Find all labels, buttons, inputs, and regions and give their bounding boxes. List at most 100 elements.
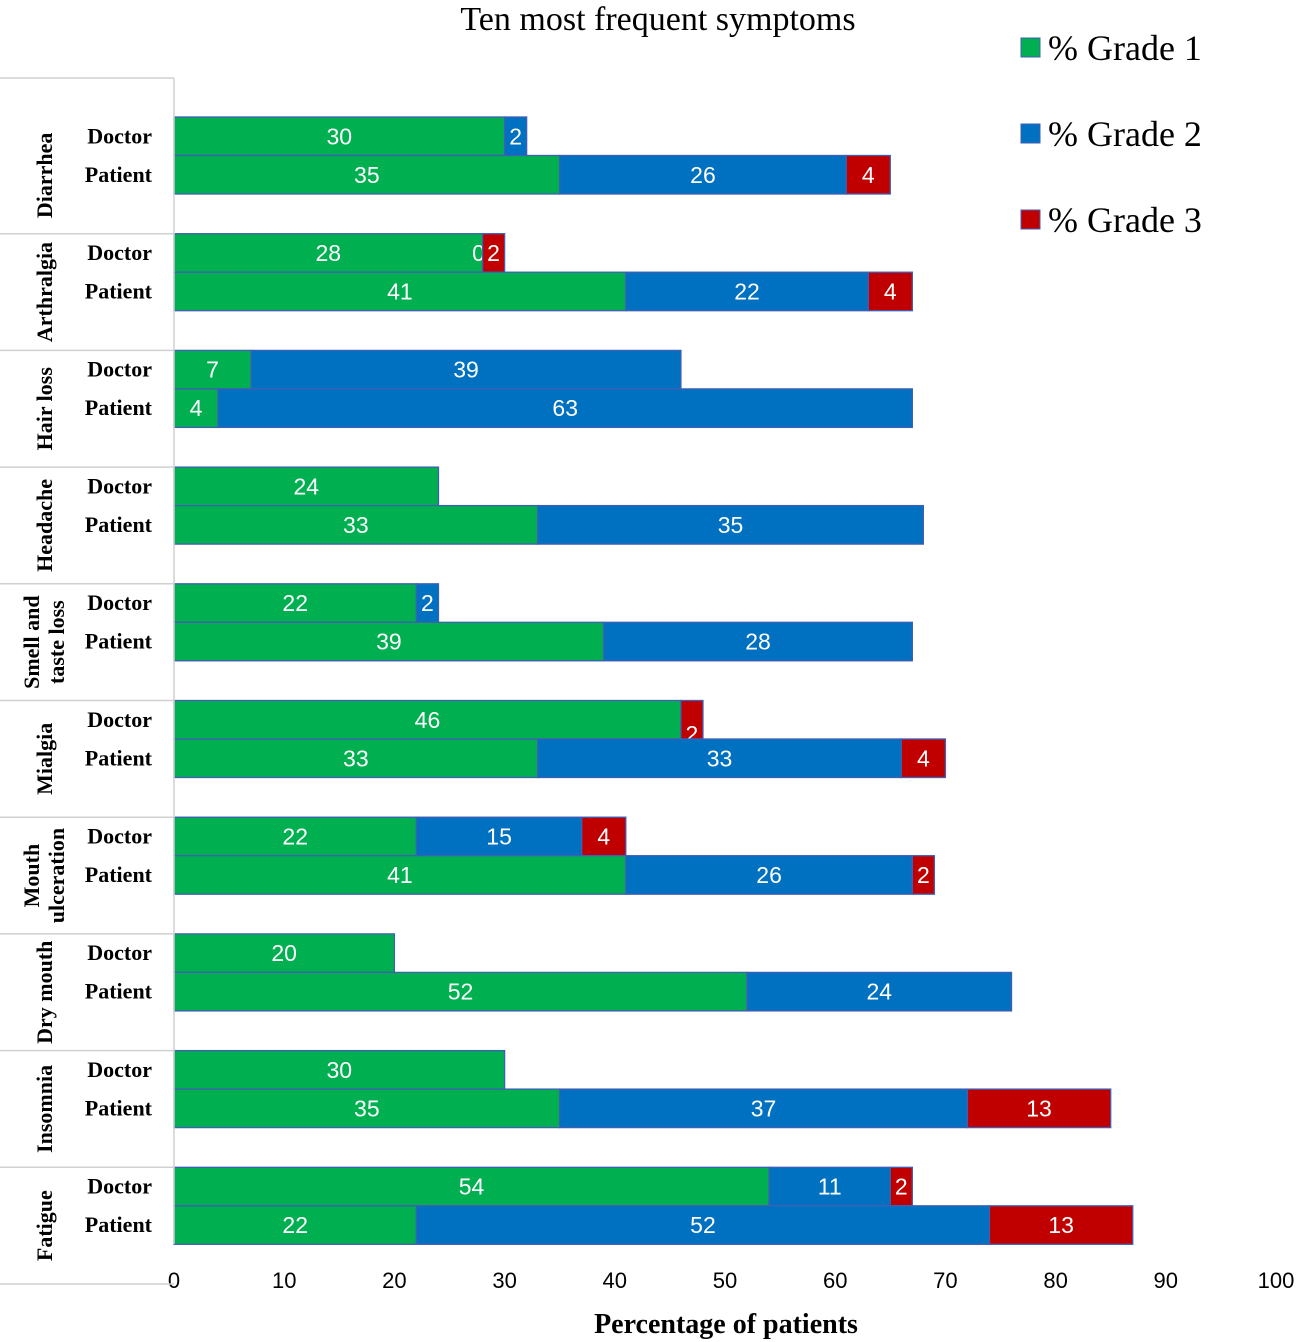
data-label-arthralgia-doctor-grade-2: 0 (472, 240, 485, 266)
bar-diarrhea-patient-grade-2 (559, 154, 847, 195)
data-label-smell-and-taste-loss-doctor-grade-2: 2 (421, 590, 434, 616)
bar-headache-patient-grade-1 (173, 504, 539, 545)
row-label-doctor: Doctor (87, 823, 152, 848)
x-tick-label: 30 (492, 1268, 516, 1293)
bar-hair-loss-patient-grade-2 (217, 388, 913, 429)
legend-swatch-grade-1 (1020, 37, 1041, 58)
data-label-diarrhea-doctor-grade-2: 2 (509, 123, 522, 149)
data-label-insomnia-doctor-grade-1: 30 (327, 1057, 353, 1083)
x-tick-label: 10 (272, 1268, 296, 1293)
bar-smell-and-taste-loss-patient-grade-2 (603, 621, 913, 662)
bar-hair-loss-patient-grade-1 (173, 388, 219, 429)
x-axis-label: Percentage of patients (594, 1309, 858, 1340)
x-tick-label: 0 (168, 1268, 180, 1293)
data-label-diarrhea-patient-grade-1: 35 (354, 162, 380, 188)
data-label-mouth-ulceration-doctor-grade-3: 4 (597, 823, 610, 849)
category-label-fatigue: Fatigue (32, 1190, 57, 1261)
category-label-arthralgia: Arthralgia (32, 242, 57, 342)
category-label-mouth-ulceration: Mouthulceration (19, 828, 69, 923)
data-label-hair-loss-patient-grade-2: 63 (552, 395, 578, 421)
bar-fatigue-patient-grade-1 (173, 1205, 418, 1245)
bar-dry-mouth-patient-grade-1 (173, 971, 748, 1012)
x-tick-label: 50 (713, 1268, 737, 1293)
data-label-insomnia-patient-grade-1: 35 (354, 1095, 380, 1121)
x-tick-label: 100 (1258, 1268, 1295, 1293)
data-label-headache-patient-grade-2: 35 (718, 512, 744, 538)
row-label-patient: Patient (85, 862, 153, 887)
data-label-headache-doctor-grade-1: 24 (293, 473, 319, 499)
row-label-doctor: Doctor (87, 1174, 152, 1199)
x-tick-label: 20 (382, 1268, 406, 1293)
data-label-mialgia-patient-grade-2: 33 (707, 745, 733, 771)
data-label-insomnia-patient-grade-3: 13 (1026, 1095, 1052, 1121)
category-label-mialgia: Mialgia (32, 723, 57, 795)
x-tick-label: 60 (823, 1268, 847, 1293)
bar-insomnia-patient-grade-1 (173, 1088, 561, 1129)
bar-headache-patient-grade-2 (537, 504, 925, 545)
bar-fatigue-patient-grade-2 (415, 1205, 991, 1245)
data-label-hair-loss-doctor-grade-2: 39 (453, 357, 479, 383)
data-label-fatigue-patient-grade-2: 52 (690, 1212, 716, 1238)
x-tick-label: 40 (603, 1268, 627, 1293)
data-label-mouth-ulceration-patient-grade-3: 2 (917, 862, 930, 888)
category-label-dry-mouth: Dry mouth (32, 941, 57, 1044)
bar-mialgia-patient-grade-3 (900, 738, 947, 779)
bar-insomnia-patient-grade-2 (559, 1088, 969, 1129)
data-label-headache-patient-grade-1: 33 (343, 512, 369, 538)
row-label-doctor: Doctor (87, 707, 152, 732)
x-tick-label: 70 (933, 1268, 957, 1293)
row-label-doctor: Doctor (87, 240, 152, 265)
bar-diarrhea-doctor-grade-1 (173, 116, 506, 157)
x-tick-label: 80 (1043, 1268, 1067, 1293)
data-label-arthralgia-doctor-grade-1: 28 (315, 240, 341, 266)
category-label-insomnia: Insomnia (32, 1065, 57, 1153)
data-label-fatigue-patient-grade-3: 13 (1048, 1212, 1074, 1238)
data-label-arthralgia-patient-grade-3: 4 (884, 278, 897, 304)
data-label-arthralgia-doctor-grade-3: 2 (487, 240, 500, 266)
data-label-insomnia-patient-grade-2: 37 (751, 1095, 777, 1121)
row-label-patient: Patient (85, 512, 153, 537)
data-label-fatigue-patient-grade-1: 22 (282, 1212, 308, 1238)
row-label-patient: Patient (85, 1095, 153, 1120)
bar-fatigue-patient-grade-3 (988, 1205, 1134, 1245)
row-label-doctor: Doctor (87, 940, 152, 965)
legend-label-grade-2: % Grade 2 (1048, 114, 1202, 154)
row-label-patient: Patient (85, 979, 153, 1004)
bar-headache-doctor-grade-1 (173, 466, 440, 507)
bar-mialgia-patient-grade-1 (173, 738, 539, 779)
data-label-arthralgia-patient-grade-1: 41 (387, 278, 413, 304)
data-label-dry-mouth-patient-grade-1: 52 (448, 979, 474, 1005)
data-label-diarrhea-patient-grade-2: 26 (690, 162, 716, 188)
bar-arthralgia-patient-grade-2 (625, 271, 869, 312)
x-tick-label: 90 (1154, 1268, 1178, 1293)
bar-insomnia-patient-grade-3 (966, 1088, 1112, 1129)
bar-hair-loss-doctor-grade-2 (250, 349, 682, 390)
row-label-patient: Patient (85, 395, 153, 420)
category-label-diarrhea: Diarrhea (32, 133, 57, 219)
row-label-doctor: Doctor (87, 357, 152, 382)
data-label-arthralgia-patient-grade-2: 22 (734, 278, 760, 304)
bar-dry-mouth-patient-grade-2 (746, 971, 1013, 1012)
row-label-patient: Patient (85, 278, 153, 303)
data-label-fatigue-doctor-grade-2: 11 (818, 1174, 842, 1200)
data-label-fatigue-doctor-grade-3: 2 (895, 1174, 908, 1200)
row-label-patient: Patient (85, 629, 153, 654)
category-label-smell-and-taste-loss: Smell andtaste loss (19, 595, 69, 689)
data-label-smell-and-taste-loss-patient-grade-2: 28 (745, 629, 771, 655)
legend-label-grade-3: % Grade 3 (1048, 200, 1202, 240)
row-label-doctor: Doctor (87, 473, 152, 498)
legend-swatch-grade-2 (1020, 123, 1041, 144)
row-label-doctor: Doctor (87, 590, 152, 615)
row-label-doctor: Doctor (87, 123, 152, 148)
data-label-fatigue-doctor-grade-1: 54 (459, 1174, 485, 1200)
data-label-mouth-ulceration-doctor-grade-2: 15 (486, 823, 512, 849)
chart-title: Ten most frequent symptoms (460, 1, 855, 38)
bar-mialgia-patient-grade-2 (537, 738, 902, 779)
data-label-dry-mouth-patient-grade-2: 24 (866, 979, 892, 1005)
data-label-hair-loss-doctor-grade-1: 7 (206, 357, 219, 383)
row-label-patient: Patient (85, 162, 153, 187)
legend-swatch-grade-3 (1020, 209, 1041, 230)
bar-mouth-ulceration-doctor-grade-1 (173, 816, 418, 857)
data-label-mialgia-patient-grade-3: 4 (917, 745, 930, 771)
